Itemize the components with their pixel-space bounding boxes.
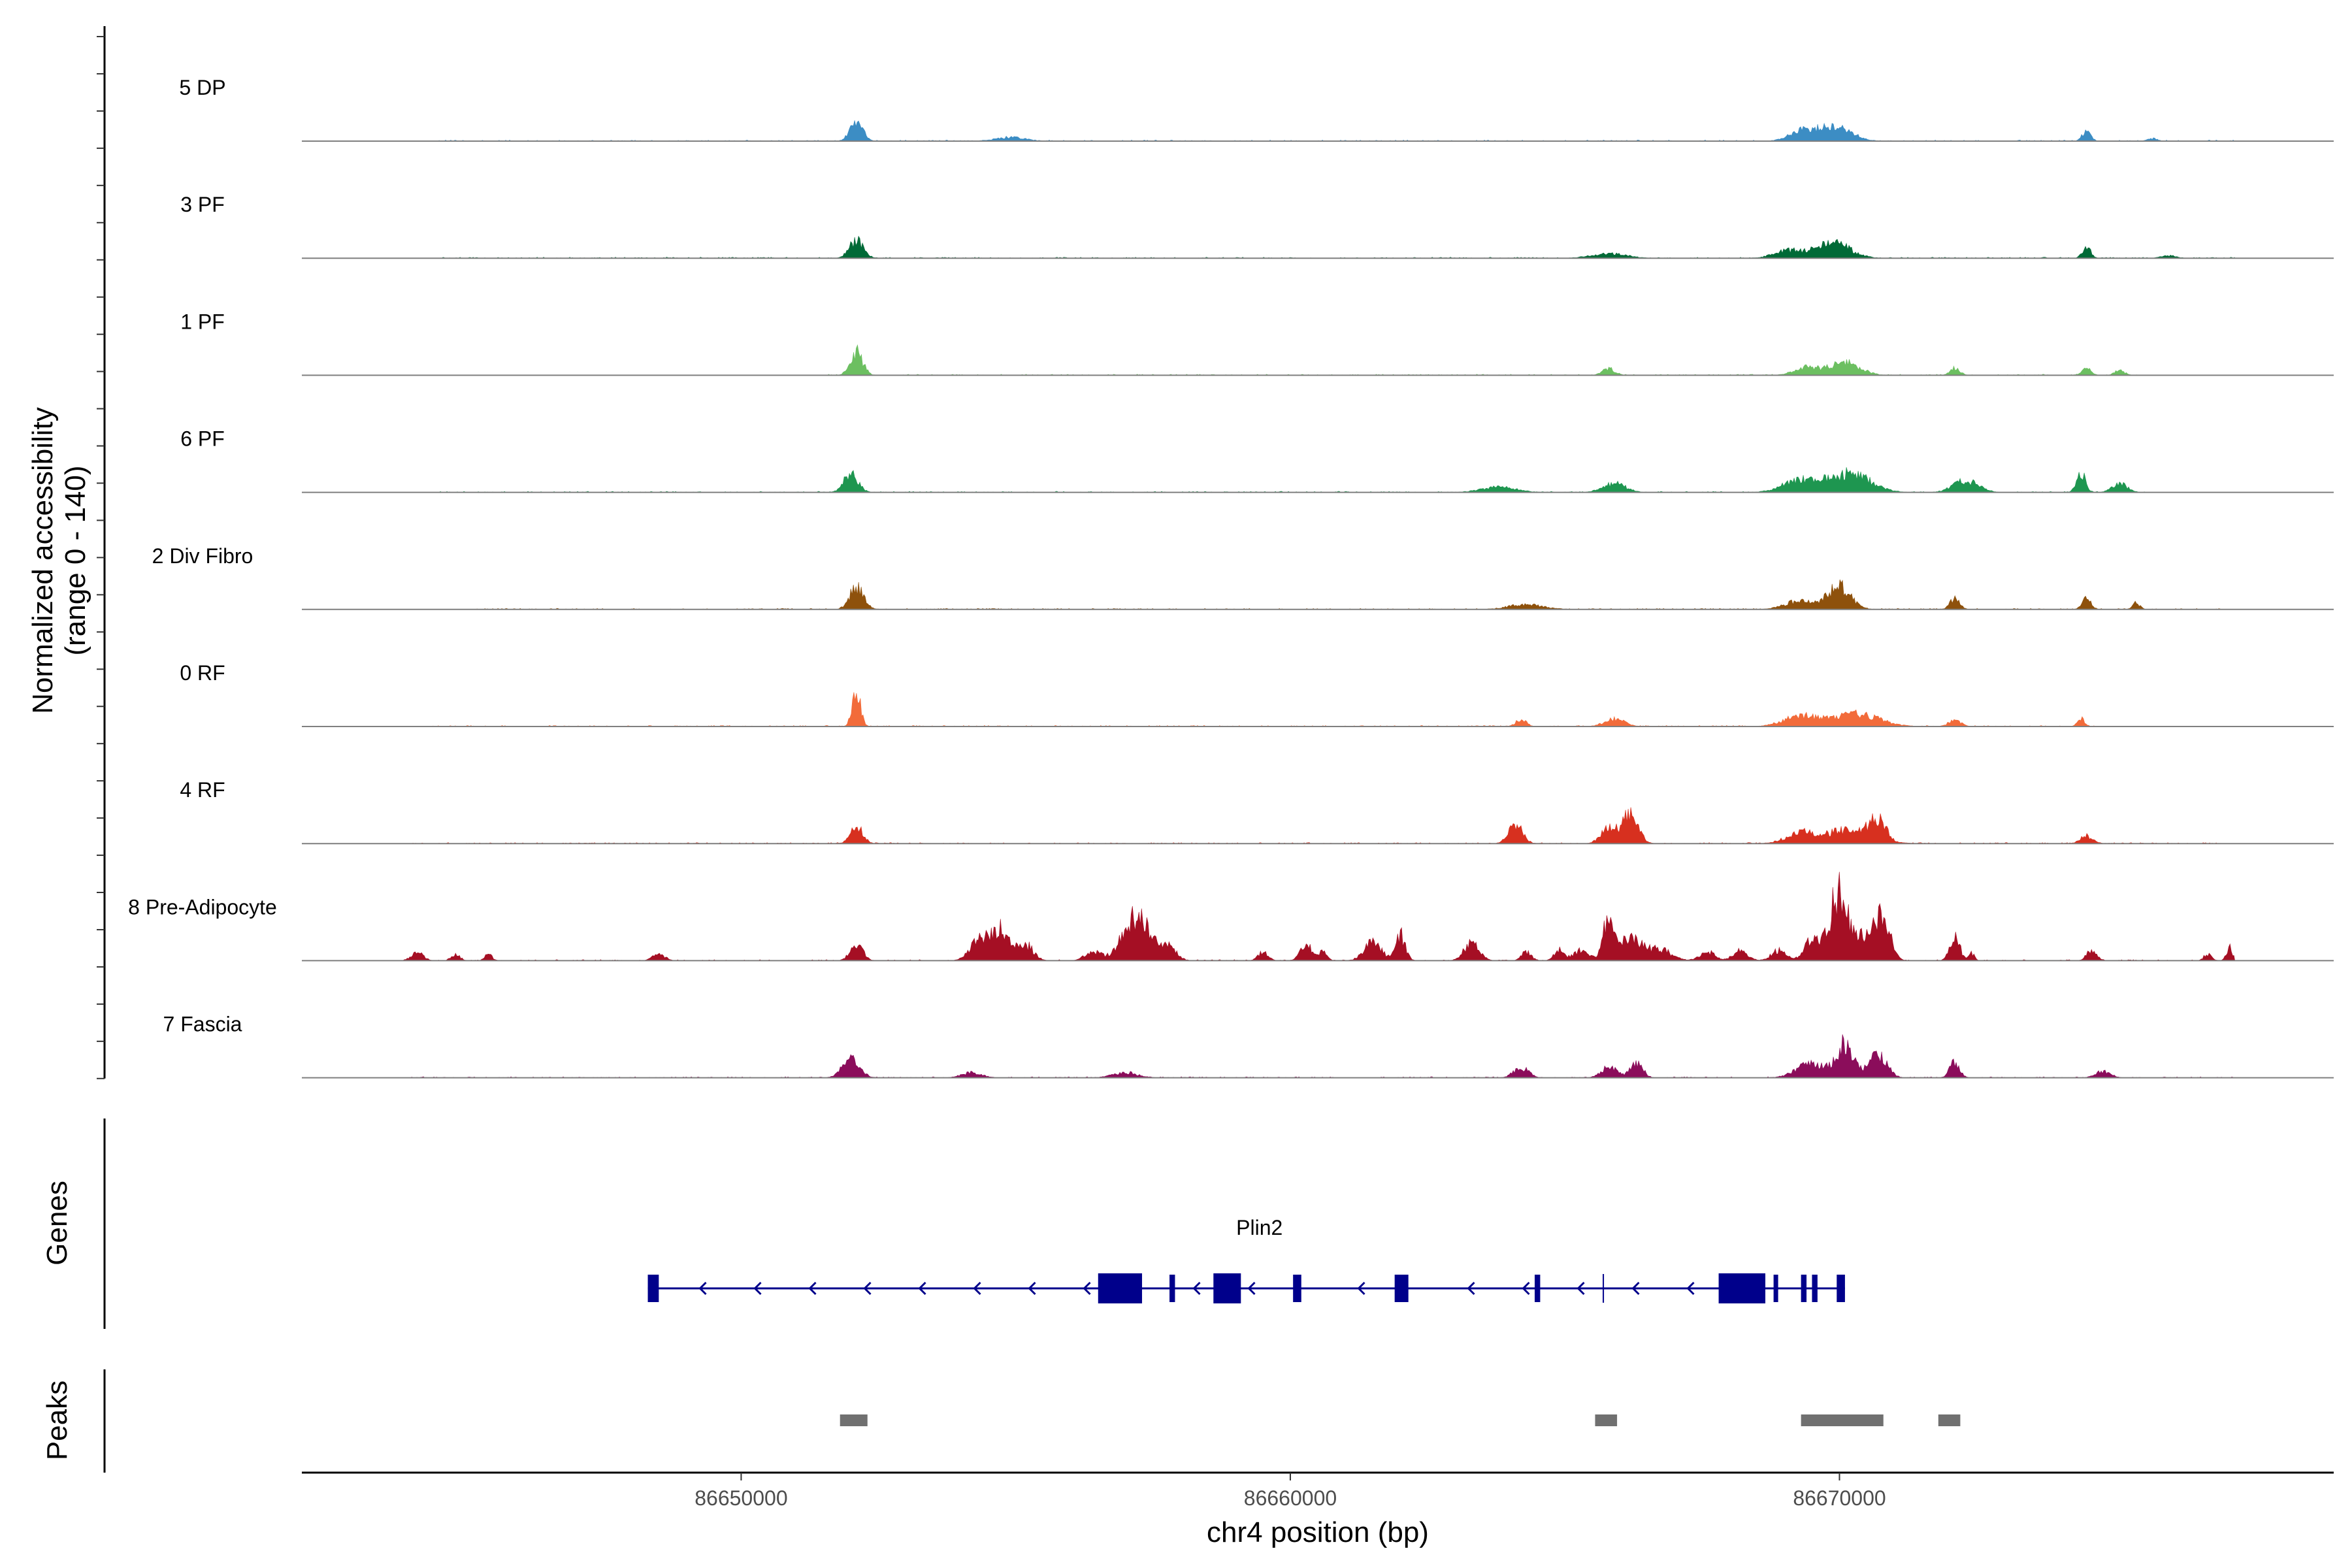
gene-exon bbox=[1801, 1275, 1807, 1302]
gene-exon bbox=[1098, 1273, 1143, 1303]
gene-exon bbox=[1837, 1275, 1845, 1302]
track-label: 3 PF bbox=[180, 193, 225, 216]
strand-arrow bbox=[753, 1281, 762, 1296]
strand-arrow bbox=[1028, 1281, 1036, 1296]
strand-arrow bbox=[1576, 1281, 1585, 1296]
axes-layer: Normalized accessibility (range 0 - 140)… bbox=[27, 26, 2334, 1548]
gene-exon bbox=[1773, 1275, 1778, 1302]
peak-region bbox=[1595, 1414, 1618, 1426]
coverage-track: 5 DP bbox=[179, 76, 2334, 142]
coverage-area bbox=[438, 120, 2235, 142]
x-axis-title: chr4 position (bp) bbox=[1207, 1516, 1429, 1548]
gene-model bbox=[647, 1273, 1845, 1303]
coverage-area bbox=[412, 807, 2235, 844]
x-tick-label: 86660000 bbox=[1244, 1486, 1337, 1510]
gene-exon bbox=[1394, 1275, 1409, 1302]
track-label: 7 Fascia bbox=[163, 1013, 242, 1036]
strand-arrow bbox=[918, 1281, 926, 1296]
coverage-area bbox=[400, 872, 2236, 961]
y-axis-title-line2: (range 0 - 140) bbox=[59, 465, 91, 655]
gene-exon bbox=[1169, 1275, 1175, 1302]
peak-region bbox=[1938, 1414, 1961, 1426]
coverage-track: 7 Fascia bbox=[163, 1013, 2334, 1079]
strand-arrow bbox=[863, 1281, 872, 1296]
strand-arrow bbox=[973, 1281, 981, 1296]
strand-arrow bbox=[1247, 1281, 1256, 1296]
gene-exon bbox=[1535, 1275, 1541, 1302]
tracks-layer: 5 DP 3 PF 1 PF 6 PF 2 Div Fibro 0 RF 4 RF 8 Pre… bbox=[128, 76, 2334, 1426]
track-label: 4 RF bbox=[180, 778, 225, 802]
strand-arrow bbox=[1522, 1281, 1530, 1296]
coverage-track: 0 RF bbox=[180, 661, 2334, 727]
coverage-area bbox=[439, 235, 2236, 259]
strand-arrow bbox=[1357, 1281, 1365, 1296]
gene-exon bbox=[1213, 1273, 1241, 1303]
coverage-track: 6 PF bbox=[180, 427, 2334, 493]
track-label: 2 Div Fibro bbox=[152, 544, 253, 568]
strand-arrow bbox=[698, 1281, 707, 1296]
genes-panel-label: Genes bbox=[41, 1181, 73, 1266]
track-label: 0 RF bbox=[180, 661, 225, 685]
peaks-panel-label: Peaks bbox=[41, 1380, 73, 1460]
coverage-area bbox=[823, 344, 2148, 376]
coverage-track: 1 PF bbox=[180, 310, 2334, 376]
coverage-track: 4 RF bbox=[180, 778, 2334, 845]
strand-arrow bbox=[808, 1281, 817, 1296]
peak-region bbox=[1801, 1414, 1884, 1426]
track-label: 6 PF bbox=[180, 427, 225, 451]
y-axis-title-line1: Normalized accessibility bbox=[27, 407, 59, 713]
strand-arrow bbox=[1686, 1281, 1695, 1296]
strand-arrow bbox=[1083, 1281, 1091, 1296]
track-label: 8 Pre-Adipocyte bbox=[128, 895, 277, 919]
gene-exon bbox=[1812, 1275, 1818, 1302]
strand-arrow bbox=[1467, 1281, 1475, 1296]
coverage-area bbox=[466, 579, 2235, 610]
strand-arrow bbox=[1631, 1281, 1640, 1296]
gene-exon bbox=[1293, 1275, 1301, 1302]
coverage-track: 3 PF bbox=[180, 193, 2334, 259]
coverage-area bbox=[422, 692, 2098, 727]
track-label: 5 DP bbox=[179, 76, 225, 99]
track-label: 1 PF bbox=[180, 310, 225, 333]
coverage-track: 8 Pre-Adipocyte bbox=[128, 872, 2334, 962]
peaks-track bbox=[840, 1414, 1961, 1426]
gene-exon bbox=[1718, 1273, 1766, 1303]
gene-name-label: Plin2 bbox=[1236, 1216, 1282, 1239]
strand-arrow bbox=[1192, 1281, 1201, 1296]
coverage-area bbox=[411, 1034, 2235, 1078]
coverage-area bbox=[438, 467, 2148, 493]
x-tick-label: 86650000 bbox=[694, 1486, 787, 1510]
coverage-track: 2 Div Fibro bbox=[152, 544, 2334, 610]
x-tick-label: 86670000 bbox=[1793, 1486, 1886, 1510]
peak-region bbox=[840, 1414, 868, 1426]
gene-exon bbox=[647, 1275, 659, 1302]
